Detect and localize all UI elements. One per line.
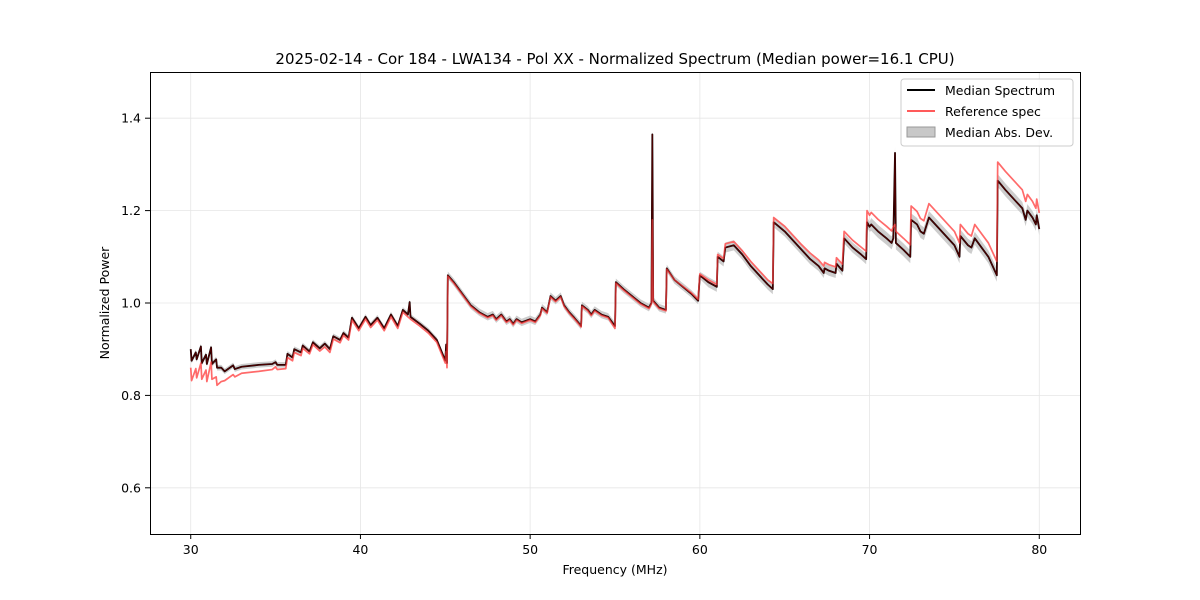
y-axis-label: Normalized Power: [97, 246, 112, 360]
legend: Median Spectrum Reference spec Median Ab…: [900, 78, 1074, 147]
legend-label-reference: Reference spec: [945, 104, 1041, 119]
legend-label-mad: Median Abs. Dev.: [945, 125, 1053, 140]
legend-swatch-mad: [906, 126, 936, 138]
plot-data-area: [189, 130, 1041, 387]
x-tick-label: 80: [1031, 542, 1047, 557]
x-tick-label: 30: [183, 542, 199, 557]
y-tick-label: 1.4: [121, 111, 141, 126]
series-overlap-shade: [190, 133, 1040, 372]
x-tick-label: 50: [522, 542, 538, 557]
y-axis: 0.6 0.8 1.0 1.2 1.4: [121, 111, 150, 495]
x-tick-label: 60: [692, 542, 708, 557]
x-axis: 30 40 50 60 70 80: [183, 534, 1047, 557]
legend-box: [900, 78, 1074, 147]
y-tick-label: 1.2: [121, 203, 141, 218]
y-tick-label: 0.8: [121, 388, 141, 403]
plot-frame: [150, 72, 1081, 535]
x-tick-label: 40: [352, 542, 368, 557]
y-tick-label: 1.0: [121, 296, 141, 311]
chart-title: 2025-02-14 - Cor 184 - LWA134 - Pol XX -…: [275, 50, 954, 68]
y-tick-label: 0.6: [121, 480, 141, 495]
legend-label-median: Median Spectrum: [945, 83, 1055, 98]
x-axis-label: Frequency (MHz): [562, 562, 667, 577]
x-tick-label: 70: [862, 542, 878, 557]
